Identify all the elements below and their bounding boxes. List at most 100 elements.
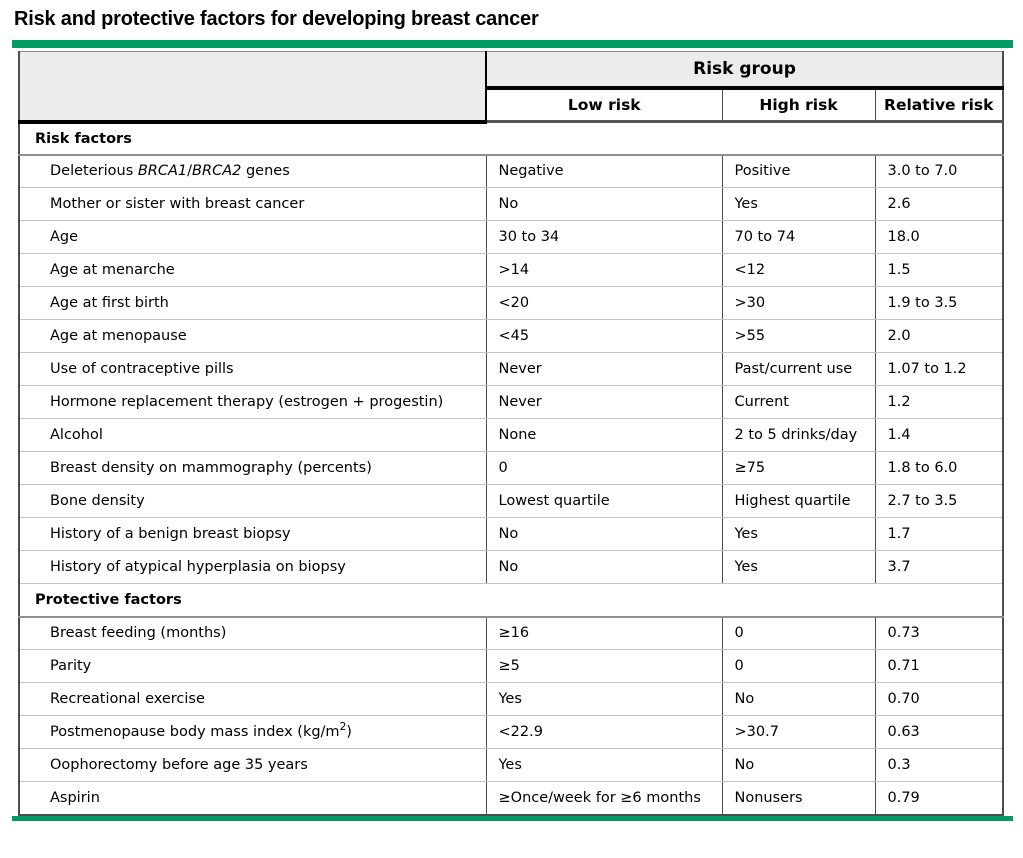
low-risk-cell: Yes xyxy=(485,682,722,716)
low-risk-cell: Never xyxy=(485,385,722,419)
high-risk-cell: Highest quartile xyxy=(721,484,875,518)
high-risk-cell: Nonusers xyxy=(721,781,875,815)
relative-risk-cell: 1.5 xyxy=(874,253,1003,287)
table-row: Alcohol None 2 to 5 drinks/day 1.4 xyxy=(19,418,1003,452)
low-risk-cell: ≥16 xyxy=(485,616,722,650)
page: Risk and protective factors for developi… xyxy=(12,8,1013,821)
relative-risk-cell: 2.6 xyxy=(874,187,1003,221)
high-risk-cell: 0 xyxy=(721,616,875,650)
relative-risk-cell: 1.2 xyxy=(874,385,1003,419)
high-risk-cell: Current xyxy=(721,385,875,419)
low-risk-cell: >14 xyxy=(485,253,722,287)
relative-risk-cell: 0.63 xyxy=(874,715,1003,749)
low-risk-cell: <22.9 xyxy=(485,715,722,749)
factor-cell: Oophorectomy before age 35 years xyxy=(19,748,486,782)
relative-risk-cell: 3.0 to 7.0 xyxy=(874,154,1003,188)
high-risk-cell: ≥75 xyxy=(721,451,875,485)
high-risk-cell: >30.7 xyxy=(721,715,875,749)
accent-bar-bottom xyxy=(12,815,1013,821)
low-risk-cell: No xyxy=(485,187,722,221)
factor-cell: Age at menopause xyxy=(19,319,486,353)
relative-risk-cell: 0.70 xyxy=(874,682,1003,716)
corner-cell xyxy=(19,51,487,124)
table-row: Postmenopause body mass index (kg/m2) <22… xyxy=(19,715,1003,749)
table-row: Oophorectomy before age 35 years Yes No 0.3 xyxy=(19,748,1003,782)
low-risk-cell: Negative xyxy=(485,154,722,188)
high-risk-cell: No xyxy=(721,748,875,782)
factor-cell: Hormone replacement therapy (estrogen + … xyxy=(19,385,486,419)
low-risk-cell: <45 xyxy=(485,319,722,353)
factor-cell: Alcohol xyxy=(19,418,486,452)
high-risk-cell: <12 xyxy=(721,253,875,287)
relative-risk-cell: 3.7 xyxy=(874,550,1003,584)
risk-group-header: Risk group xyxy=(486,51,1003,90)
section-label: Risk factors xyxy=(19,121,1003,156)
high-risk-cell: >30 xyxy=(721,286,875,320)
factor-cell: Mother or sister with breast cancer xyxy=(19,187,486,221)
table-row: Recreational exercise Yes No 0.70 xyxy=(19,682,1003,716)
relative-risk-cell: 18.0 xyxy=(874,220,1003,254)
factor-cell: Age at menarche xyxy=(19,253,486,287)
low-risk-cell: 30 to 34 xyxy=(485,220,722,254)
high-risk-cell: Yes xyxy=(721,187,875,221)
factor-cell: Parity xyxy=(19,649,486,683)
page-title: Risk and protective factors for developi… xyxy=(14,8,539,30)
table-row: Mother or sister with breast cancer No Yes… xyxy=(19,187,1003,221)
factor-cell: History of atypical hyperplasia on biops… xyxy=(19,550,486,584)
factor-cell: Breast feeding (months) xyxy=(19,616,486,650)
table-row: Age at first birth <20 >30 1.9 to 3.5 xyxy=(19,286,1003,320)
low-risk-cell: ≥Once/week for ≥6 months xyxy=(485,781,722,815)
table-row: Age at menopause <45 >55 2.0 xyxy=(19,319,1003,353)
high-risk-cell: Past/current use xyxy=(721,352,875,386)
high-risk-cell: 70 to 74 xyxy=(721,220,875,254)
table-row: Age at menarche >14 <12 1.5 xyxy=(19,253,1003,287)
relative-risk-cell: 2.0 xyxy=(874,319,1003,353)
relative-risk-cell: 1.4 xyxy=(874,418,1003,452)
column-header-row: Low risk High risk Relative risk xyxy=(19,87,1003,123)
factor-cell: Aspirin xyxy=(19,781,486,815)
low-risk-cell: ≥5 xyxy=(485,649,722,683)
relative-risk-cell: 0.79 xyxy=(874,781,1003,815)
low-risk-cell: No xyxy=(485,550,722,584)
high-risk-cell: >55 xyxy=(721,319,875,353)
column-header-high-risk: High risk xyxy=(721,87,875,123)
table-header: Risk group Low risk High risk Relative r… xyxy=(19,51,1003,124)
factor-cell: History of a benign breast biopsy xyxy=(19,517,486,551)
high-risk-cell: Positive xyxy=(721,154,875,188)
column-header-relative-risk: Relative risk xyxy=(874,87,1003,123)
relative-risk-cell: 1.07 to 1.2 xyxy=(874,352,1003,386)
high-risk-cell: No xyxy=(721,682,875,716)
relative-risk-cell: 2.7 to 3.5 xyxy=(874,484,1003,518)
table-row: Breast feeding (months) ≥16 0 0.73 xyxy=(19,616,1003,650)
low-risk-cell: No xyxy=(485,517,722,551)
table-row: Breast density on mammography (percents)… xyxy=(19,451,1003,485)
relative-risk-cell: 0.71 xyxy=(874,649,1003,683)
section-row: Risk factors xyxy=(19,121,1003,156)
low-risk-cell: 0 xyxy=(485,451,722,485)
column-header-low-risk: Low risk xyxy=(486,87,722,123)
high-risk-cell: Yes xyxy=(721,550,875,584)
table-row: Age 30 to 34 70 to 74 18.0 xyxy=(19,220,1003,254)
high-risk-cell: 2 to 5 drinks/day xyxy=(721,418,875,452)
factor-cell: Age xyxy=(19,220,486,254)
factor-cell: Use of contraceptive pills xyxy=(19,352,486,386)
table-row: Hormone replacement therapy (estrogen + … xyxy=(19,385,1003,419)
table-row: Aspirin ≥Once/week for ≥6 months Nonusers 0… xyxy=(19,781,1003,815)
low-risk-cell: <20 xyxy=(485,286,722,320)
table-row: Deleterious BRCA1/BRCA2 genes Negative Pos… xyxy=(19,154,1003,188)
table-row: Bone density Lowest quartile Highest quart… xyxy=(19,484,1003,518)
relative-risk-cell: 1.7 xyxy=(874,517,1003,551)
low-risk-cell: None xyxy=(485,418,722,452)
low-risk-cell: Lowest quartile xyxy=(485,484,722,518)
factor-cell: Recreational exercise xyxy=(19,682,486,716)
table-row: History of atypical hyperplasia on biops… xyxy=(19,550,1003,584)
factor-cell: Postmenopause body mass index (kg/m2) xyxy=(19,715,486,749)
low-risk-cell: Never xyxy=(485,352,722,386)
section-row: Protective factors xyxy=(19,583,1003,618)
high-risk-cell: 0 xyxy=(721,649,875,683)
relative-risk-cell: 1.9 to 3.5 xyxy=(874,286,1003,320)
relative-risk-cell: 1.8 to 6.0 xyxy=(874,451,1003,485)
table-row: History of a benign breast biopsy No Yes 1.… xyxy=(19,517,1003,551)
table-row: Parity ≥5 0 0.71 xyxy=(19,649,1003,683)
accent-bar-top xyxy=(12,40,1013,48)
